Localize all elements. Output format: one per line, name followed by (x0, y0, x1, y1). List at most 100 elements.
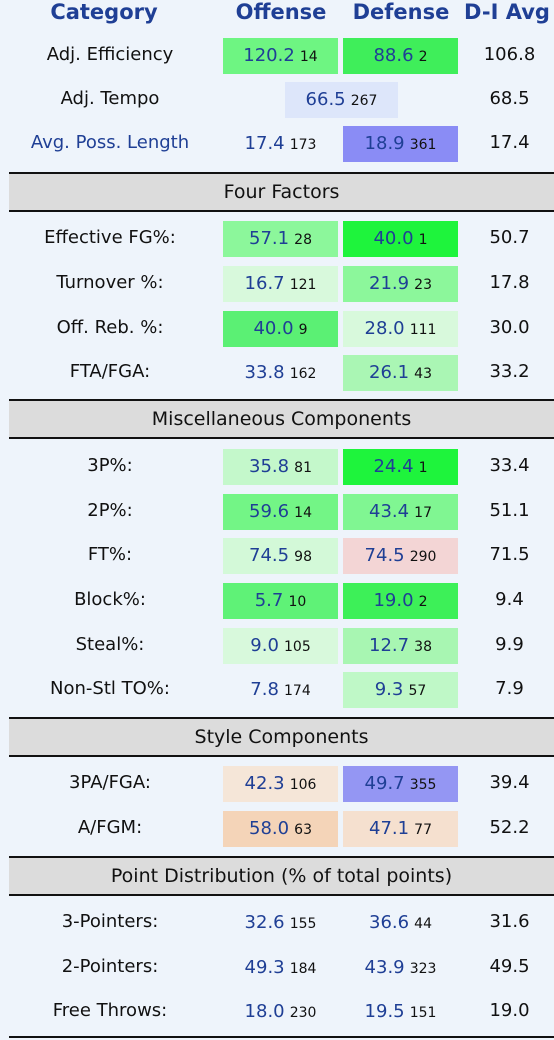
d1-average: 31.6 (489, 911, 530, 932)
d1-average: 39.4 (489, 772, 530, 793)
d1-average: 71.5 (489, 544, 530, 565)
defense-rank: 1 (418, 232, 428, 248)
offense-value: 57.1 (249, 228, 290, 249)
defense-rank: 43 (414, 366, 432, 382)
defense-rank: 23 (414, 277, 432, 293)
offense-value: 18.0 (244, 1001, 285, 1022)
table-row: 3P%: 35.8 81 24.4 1 33.4 (0, 444, 554, 488)
defense-value: 24.4 (373, 456, 414, 477)
defense-value: 47.1 (369, 818, 410, 839)
offense-value: 16.7 (244, 273, 285, 294)
d1-average: 50.7 (489, 227, 530, 248)
defense-cell: 88.6 2 (343, 38, 458, 74)
header-defense[interactable]: Defense (352, 0, 450, 24)
defense-rank: 355 (409, 777, 437, 793)
offense-rank: 14 (299, 49, 318, 65)
offense-value: 5.7 (254, 590, 284, 611)
defense-cell: 47.1 77 (343, 811, 458, 847)
table-row: Block%: 5.7 10 19.0 2 9.4 (0, 578, 554, 622)
defense-cell: 49.7 355 (343, 766, 458, 802)
offense-rank: 184 (289, 961, 317, 977)
offense-cell: 58.0 63 (223, 811, 338, 847)
defense-rank: 44 (414, 916, 432, 932)
offense-cell: 5.7 10 (223, 583, 338, 619)
defense-cell: 19.0 2 (343, 583, 458, 619)
header-avg[interactable]: D-I Avg (464, 0, 550, 24)
table-row: Free Throws: 18.0 230 19.5 151 19.0 (0, 989, 554, 1033)
defense-rank: 290 (409, 549, 437, 565)
defense-cell: 28.0 111 (343, 311, 458, 347)
defense-value: 21.9 (369, 273, 410, 294)
offense-value: 49.3 (244, 957, 285, 978)
table-row: FT%: 74.5 98 74.5 290 71.5 (0, 533, 554, 577)
d1-average: 9.4 (495, 589, 524, 610)
row-label: Effective FG%: (44, 227, 176, 248)
d1-average: 30.0 (489, 317, 530, 338)
table-row: Steal%: 9.0 105 12.7 38 9.9 (0, 623, 554, 667)
row-label: 3PA/FGA: (69, 772, 151, 793)
defense-value: 49.7 (364, 773, 405, 794)
offense-cell: 16.7 121 (223, 266, 338, 302)
offense-cell: 18.0 230 (223, 994, 338, 1030)
offense-cell: 40.0 9 (223, 311, 338, 347)
defense-rank: 2 (418, 594, 428, 610)
header-offense[interactable]: Offense (235, 0, 327, 24)
defense-value: 88.6 (373, 45, 414, 66)
table-row: FTA/FGA: 33.8 162 26.1 43 33.2 (0, 350, 554, 394)
defense-cell: 74.5 290 (343, 538, 458, 574)
d1-average: 7.9 (495, 678, 524, 699)
offense-rank: 14 (294, 505, 312, 521)
row-label: Turnover %: (56, 272, 164, 293)
offense-cell: 7.8 174 (223, 672, 338, 708)
offense-rank: 63 (294, 822, 312, 838)
offense-rank: 173 (289, 137, 317, 153)
defense-value: 19.5 (364, 1001, 405, 1022)
avg-poss-length-link[interactable]: Avg. Poss. Length (30, 132, 190, 153)
table-row: Turnover %: 16.7 121 21.9 23 17.8 (0, 261, 554, 305)
table-row: Adj. Efficiency 120.2 14 88.6 2 106.8 (0, 33, 554, 77)
offense-cell: 35.8 81 (223, 449, 338, 485)
row-label: Free Throws: (52, 1000, 168, 1021)
section-header-points: Point Distribution (% of total points) (9, 856, 554, 896)
d1-average: 106.8 (483, 44, 536, 65)
offense-value: 120.2 (243, 45, 295, 66)
bottom-divider (9, 1036, 554, 1038)
table-row: 3PA/FGA: 42.3 106 49.7 355 39.4 (0, 761, 554, 805)
table-row: 2-Pointers: 49.3 184 43.9 323 49.5 (0, 945, 554, 989)
row-label: 3P%: (87, 455, 133, 476)
defense-cell: 21.9 23 (343, 266, 458, 302)
offense-value: 9.0 (250, 635, 279, 656)
defense-cell: 40.0 1 (343, 221, 458, 257)
defense-value: 36.6 (369, 912, 410, 933)
defense-value: 43.4 (369, 501, 410, 522)
d1-average: 33.4 (489, 455, 530, 476)
defense-rank: 57 (408, 683, 427, 699)
defense-rank: 2 (418, 49, 428, 65)
row-label: 2-Pointers: (61, 956, 159, 977)
defense-value: 26.1 (369, 362, 410, 383)
row-label: Off. Reb. %: (56, 317, 164, 338)
d1-average: 49.5 (489, 956, 530, 977)
header-category[interactable]: Category (50, 0, 158, 24)
defense-cell: 36.6 44 (343, 905, 458, 941)
defense-cell: 18.9 361 (343, 126, 458, 162)
defense-cell: 24.4 1 (343, 449, 458, 485)
table-row: Adj. Tempo 66.5 267 68.5 (0, 77, 554, 121)
table-row: Off. Reb. %: 40.0 9 28.0 111 30.0 (0, 306, 554, 350)
defense-value: 9.3 (374, 679, 404, 700)
table-row: Avg. Poss. Length 17.4 173 18.9 361 17.4 (0, 121, 554, 165)
offense-value: 42.3 (244, 773, 285, 794)
row-label: Adj. Tempo (60, 88, 160, 109)
defense-rank: 111 (409, 322, 437, 338)
row-label: Non-Stl TO%: (50, 678, 170, 699)
row-label: A/FGM: (77, 817, 143, 838)
offense-value: 33.8 (244, 362, 285, 383)
defense-value: 74.5 (364, 545, 405, 566)
offense-rank: 155 (289, 916, 317, 932)
row-label: 2P%: (87, 500, 133, 521)
table-header: Category Offense Defense D-I Avg (0, 0, 554, 30)
offense-cell: 49.3 184 (223, 950, 338, 986)
offense-rank: 10 (288, 594, 307, 610)
defense-cell: 12.7 38 (343, 628, 458, 664)
offense-rank: 105 (284, 639, 311, 655)
